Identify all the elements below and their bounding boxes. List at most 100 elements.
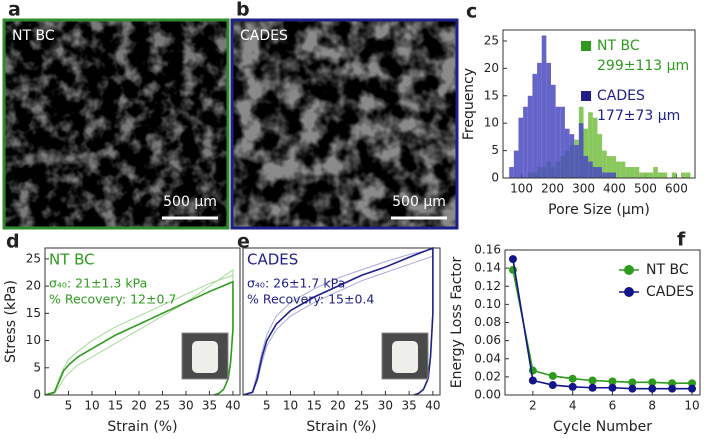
- legend-swatch: [581, 41, 591, 51]
- inset-sample: [192, 341, 218, 373]
- inset-sample: [392, 341, 418, 373]
- legend-label: CADES: [597, 88, 645, 104]
- data-point: [588, 376, 597, 385]
- histogram-bar: [541, 35, 547, 179]
- y-tick-label: 0: [33, 388, 41, 402]
- y-tick-label: 0.06: [474, 333, 501, 347]
- x-tick-label: 100: [510, 182, 533, 196]
- legend-annotation: 177±73 µm: [597, 108, 680, 124]
- data-point: [608, 383, 617, 392]
- y-tick-label: 15: [26, 306, 41, 320]
- image-label: CADES: [240, 28, 288, 44]
- histogram-bar: [597, 134, 603, 178]
- x-tick-label: 35: [402, 399, 417, 413]
- data-point: [548, 381, 557, 390]
- legend-label: CADES: [646, 284, 694, 300]
- y-tick-label: 0: [491, 171, 499, 185]
- y-tick-label: 0.00: [474, 388, 501, 402]
- histogram-bar: [616, 161, 621, 178]
- data-point: [568, 382, 577, 391]
- data-point: [568, 374, 577, 383]
- legend-label: NT BC: [597, 38, 640, 54]
- plot-frame: [504, 249, 701, 396]
- annotation: σ₄₀: 21±1.3 kPa: [49, 276, 147, 291]
- histogram-bar: [639, 172, 644, 178]
- x-tick-label: 30: [378, 399, 393, 413]
- data-point: [548, 371, 557, 380]
- histogram-bar: [620, 161, 626, 178]
- x-tick-label: 25: [155, 399, 170, 413]
- panel-letter: c: [466, 1, 477, 23]
- image-border: [230, 18, 459, 230]
- y-tick-label: 0.02: [474, 369, 501, 383]
- x-tick-label: 15: [307, 399, 322, 413]
- histogram-bar: [532, 73, 538, 178]
- y-tick-label: 20: [26, 279, 41, 293]
- x-tick-label: 6: [609, 399, 617, 413]
- y-tick-label: 10: [484, 116, 499, 130]
- sem-texture: [4, 20, 228, 228]
- x-tick-label: 200: [541, 182, 564, 196]
- x-axis-label: Strain (%): [306, 419, 376, 435]
- panel-letter: e: [237, 231, 250, 253]
- histogram-bar: [611, 156, 617, 178]
- histogram-bar: [518, 117, 524, 178]
- histogram-bar: [662, 172, 668, 178]
- annotation: σ₄₀: 26±1.7 kPa: [247, 276, 345, 291]
- histogram-bar: [629, 167, 635, 178]
- plot-frame: [242, 247, 441, 396]
- x-tick-label: 25: [354, 399, 369, 413]
- legend-marker: [624, 265, 634, 275]
- histogram-bar: [625, 167, 630, 178]
- image-label: NT BC: [12, 28, 55, 44]
- image-border: [2, 18, 230, 230]
- histogram-bar: [592, 167, 598, 178]
- y-tick-label: 15: [484, 88, 499, 102]
- x-tick-label: 5: [263, 399, 271, 413]
- sem-texture: [232, 20, 457, 228]
- y-tick-label: 5: [33, 360, 41, 374]
- x-tick-label: 300: [572, 182, 595, 196]
- x-tick-label: 20: [131, 399, 146, 413]
- x-tick-label: 2: [529, 399, 537, 413]
- legend-swatch: [581, 91, 591, 101]
- y-tick-label: 0.08: [474, 315, 501, 329]
- data-point: [508, 255, 517, 264]
- legend-label: NT BC: [646, 262, 689, 278]
- histogram-bar: [523, 106, 528, 178]
- y-axis-label: Energy Loss Factor: [449, 257, 465, 389]
- histogram-bar: [592, 117, 598, 178]
- legend-marker: [624, 287, 634, 297]
- annotation: NT BC: [49, 251, 95, 269]
- y-axis-label: Stress (kPa): [3, 280, 19, 363]
- histogram-bar: [588, 112, 593, 178]
- histogram-bar: [527, 95, 533, 178]
- histogram-bar: [578, 123, 584, 178]
- plot-frame: [502, 29, 696, 179]
- histogram-bar: [574, 145, 579, 178]
- panel-letter: b: [236, 0, 250, 21]
- x-tick-label: 10: [283, 399, 298, 413]
- annotation: % Recovery: 15±0.4: [247, 292, 374, 307]
- x-tick-label: 15: [108, 399, 123, 413]
- histogram-bar: [537, 62, 542, 179]
- x-tick-label: 4: [569, 399, 577, 413]
- x-tick-label: 600: [665, 182, 688, 196]
- histogram-bar: [588, 161, 593, 178]
- data-point: [588, 383, 597, 392]
- y-tick-label: 0.16: [474, 243, 501, 257]
- x-tick-label: 5: [65, 399, 73, 413]
- y-tick-label: 5: [491, 143, 499, 157]
- scale-bar-label: 500 µm: [392, 194, 446, 210]
- histogram-bar: [648, 172, 654, 178]
- histogram-bar: [611, 172, 617, 178]
- y-axis-label: Frequency: [461, 68, 477, 140]
- x-axis-label: Strain (%): [107, 419, 177, 435]
- histogram-bar: [685, 172, 691, 178]
- x-axis-label: Cycle Number: [553, 419, 652, 435]
- histogram-bar: [546, 62, 551, 179]
- data-point: [668, 384, 677, 393]
- x-tick-label: 20: [330, 399, 345, 413]
- panel-letter: f: [677, 229, 686, 251]
- plot-frame: [44, 247, 241, 396]
